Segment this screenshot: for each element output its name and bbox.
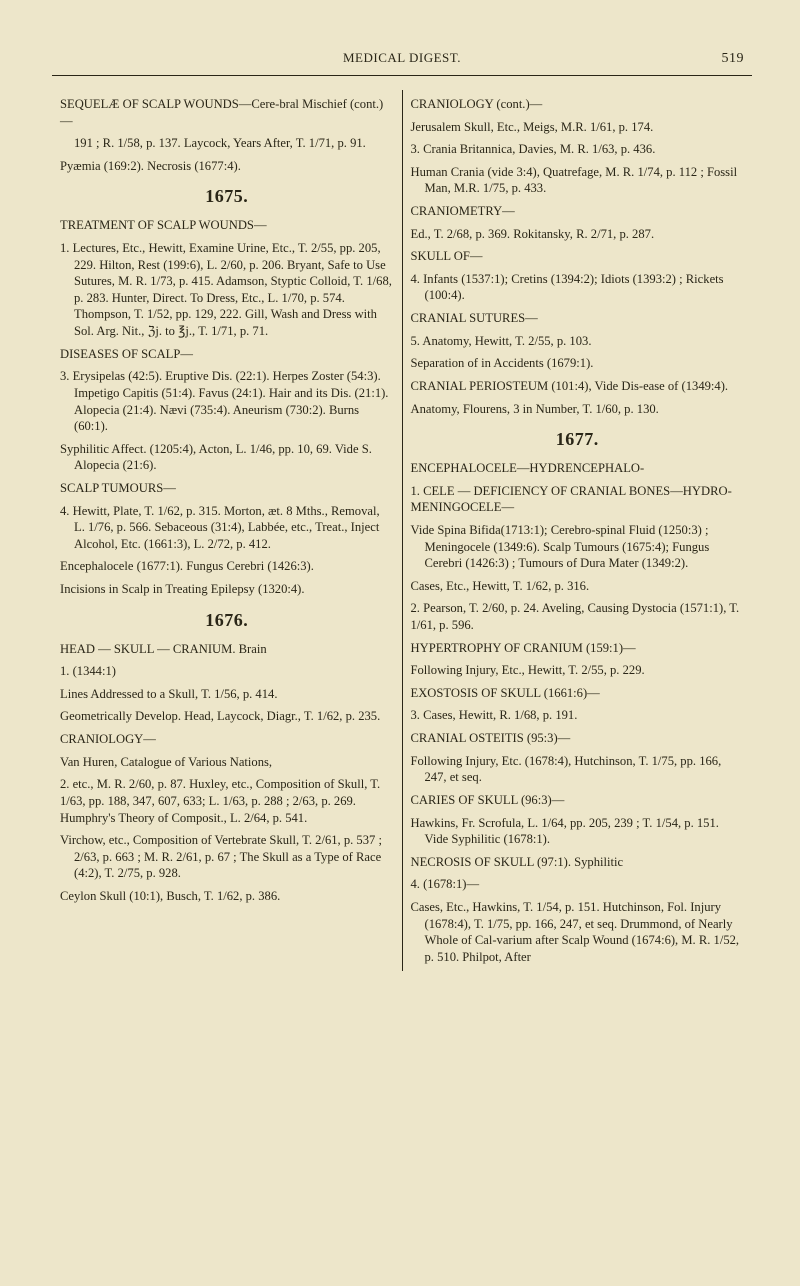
entry: 3. Crania Britannica, Davies, M. R. 1/63… <box>411 141 745 158</box>
entry: EXOSTOSIS OF SKULL (1661:6)— <box>411 685 745 702</box>
entry: Van Huren, Catalogue of Various Nations, <box>60 754 394 771</box>
entry: CRANIAL SUTURES— <box>411 310 745 327</box>
entry: Ceylon Skull (10:1), Busch, T. 1/62, p. … <box>60 888 394 905</box>
entry: NECROSIS OF SKULL (97:1). Syphilitic <box>411 854 745 871</box>
entry: Vide Spina Bifida(1713:1); Cerebro-spina… <box>411 522 745 572</box>
entry: Ed., T. 2/68, p. 369. Rokitansky, R. 2/7… <box>411 226 745 243</box>
entry: Human Crania (vide 3:4), Quatrefage, M. … <box>411 164 745 197</box>
entry: CRANIOLOGY (cont.)— <box>411 96 745 113</box>
page-number: 519 <box>704 51 744 67</box>
entry: Cases, Etc., Hawkins, T. 1/54, p. 151. H… <box>411 899 745 965</box>
entry: 1. (1344:1) <box>60 663 394 680</box>
entry: 4. (1678:1)— <box>411 876 745 893</box>
entry: 3. Cases, Hewitt, R. 1/68, p. 191. <box>411 707 745 724</box>
year-heading: 1675. <box>60 186 394 207</box>
entry: Following Injury, Etc. (1678:4), Hutchin… <box>411 753 745 786</box>
entry: Incisions in Scalp in Treating Epilepsy … <box>60 581 394 598</box>
entry: ENCEPHALOCELE—HYDRENCEPHALO- <box>411 460 745 477</box>
running-header: MEDICAL DIGEST. 519 <box>52 50 752 73</box>
right-column: CRANIOLOGY (cont.)— Jerusalem Skull, Etc… <box>403 90 753 971</box>
entry: CRANIOMETRY— <box>411 203 745 220</box>
page: MEDICAL DIGEST. 519 SEQUELÆ OF SCALP WOU… <box>0 0 800 1286</box>
running-head-title: MEDICAL DIGEST. <box>100 50 704 66</box>
entry: Anatomy, Flourens, 3 in Number, T. 1/60,… <box>411 401 745 418</box>
entry: CARIES OF SKULL (96:3)— <box>411 792 745 809</box>
entry: CRANIAL PERIOSTEUM (101:4), Vide Dis-eas… <box>411 378 745 395</box>
entry: TREATMENT OF SCALP WOUNDS— <box>60 217 394 234</box>
entry: Jerusalem Skull, Etc., Meigs, M.R. 1/61,… <box>411 119 745 136</box>
entry: SKULL OF— <box>411 248 745 265</box>
entry: Lines Addressed to a Skull, T. 1/56, p. … <box>60 686 394 703</box>
entry: SEQUELÆ OF SCALP WOUNDS—Cere-bral Mischi… <box>60 96 394 129</box>
entry: 1. CELE — DEFICIENCY OF CRANIAL BONES—HY… <box>411 483 745 516</box>
entry: Cases, Etc., Hewitt, T. 1/62, p. 316. <box>411 578 745 595</box>
entry: Following Injury, Etc., Hewitt, T. 2/55,… <box>411 662 745 679</box>
two-column-layout: SEQUELÆ OF SCALP WOUNDS—Cere-bral Mischi… <box>52 90 752 971</box>
entry: Pyæmia (169:2). Necrosis (1677:4). <box>60 158 394 175</box>
entry: 2. etc., M. R. 2/60, p. 87. Huxley, etc.… <box>60 776 394 826</box>
year-heading: 1677. <box>411 429 745 450</box>
entry: Geometrically Develop. Head, Laycock, Di… <box>60 708 394 725</box>
entry: 4. Hewitt, Plate, T. 1/62, p. 315. Morto… <box>60 503 394 553</box>
entry: DISEASES OF SCALP— <box>60 346 394 363</box>
header-rule <box>52 75 752 76</box>
entry: HEAD — SKULL — CRANIUM. Brain <box>60 641 394 658</box>
entry: 4. Infants (1537:1); Cretins (1394:2); I… <box>411 271 745 304</box>
entry: 2. Pearson, T. 2/60, p. 24. Aveling, Cau… <box>411 600 745 633</box>
entry: Separation of in Accidents (1679:1). <box>411 355 745 372</box>
entry: SCALP TUMOURS— <box>60 480 394 497</box>
year-heading: 1676. <box>60 610 394 631</box>
entry: 191 ; R. 1/58, p. 137. Laycock, Years Af… <box>60 135 394 152</box>
entry: CRANIAL OSTEITIS (95:3)— <box>411 730 745 747</box>
entry: HYPERTROPHY OF CRANIUM (159:1)— <box>411 640 745 657</box>
left-column: SEQUELÆ OF SCALP WOUNDS—Cere-bral Mischi… <box>52 90 402 971</box>
entry: Encephalocele (1677:1). Fungus Cerebri (… <box>60 558 394 575</box>
entry: Hawkins, Fr. Scrofula, L. 1/64, pp. 205,… <box>411 815 745 848</box>
entry: 3. Erysipelas (42:5). Eruptive Dis. (22:… <box>60 368 394 434</box>
entry: 1. Lectures, Etc., Hewitt, Examine Urine… <box>60 240 394 340</box>
entry: 5. Anatomy, Hewitt, T. 2/55, p. 103. <box>411 333 745 350</box>
entry: Virchow, etc., Composition of Vertebrate… <box>60 832 394 882</box>
entry: Syphilitic Affect. (1205:4), Acton, L. 1… <box>60 441 394 474</box>
entry: CRANIOLOGY— <box>60 731 394 748</box>
